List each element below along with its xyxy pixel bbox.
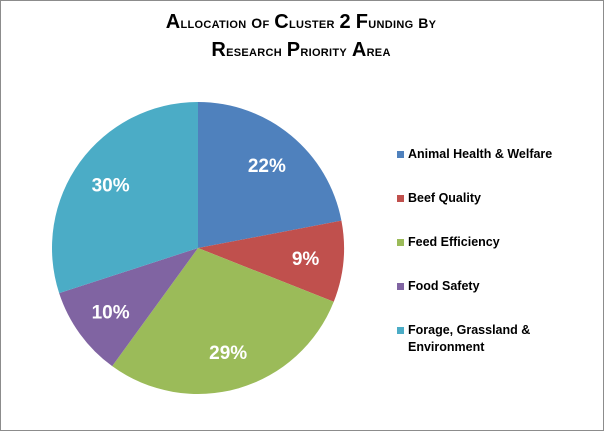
legend-swatch bbox=[397, 195, 404, 202]
chart-title: Allocation of Cluster 2 Funding by Resea… bbox=[0, 9, 602, 65]
pie-slice-4 bbox=[59, 248, 198, 367]
pie-slice-2 bbox=[198, 220, 344, 302]
pie-slice-1 bbox=[198, 102, 342, 248]
chart-title-line-1: Allocation of Cluster 2 Funding by bbox=[165, 11, 437, 33]
slice-value-label: 22% bbox=[248, 156, 286, 177]
legend-label: Animal Health & Welfare bbox=[408, 147, 553, 161]
legend-label: Forage, Grassland & Environment bbox=[408, 323, 531, 354]
chart-title-line-2: Research Priority Area bbox=[211, 39, 391, 61]
legend-label: Food Safety bbox=[408, 279, 480, 293]
slice-value-label: 30% bbox=[92, 175, 130, 196]
pie-slice-5 bbox=[51, 102, 199, 294]
legend-label: Beef Quality bbox=[408, 191, 481, 205]
legend-swatch bbox=[397, 283, 404, 290]
legend-swatch bbox=[397, 151, 404, 158]
slice-value-label: 9% bbox=[292, 249, 320, 270]
slice-value-label: 10% bbox=[92, 303, 130, 324]
legend-swatch bbox=[397, 239, 404, 246]
legend-swatch bbox=[397, 327, 404, 334]
legend-label: Feed Efficiency bbox=[408, 235, 500, 249]
slice-value-label: 29% bbox=[209, 343, 247, 364]
pie-slice-3 bbox=[112, 248, 334, 395]
